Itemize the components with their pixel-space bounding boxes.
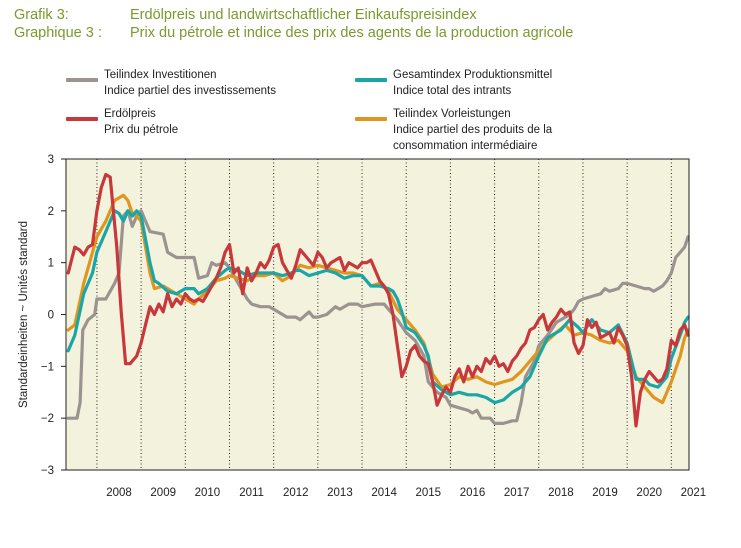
x-tick-label: 2018 [548,487,574,499]
chart-title-german-text: Erdölpreis und landwirtschaftlicher Eink… [130,7,477,23]
x-tick-label: 2011 [239,487,264,499]
x-tick-label: 2017 [504,487,530,499]
y-tick-label: −3 [41,465,54,477]
x-tick-label: 2016 [460,487,486,499]
legend-label-line2: Prix du pétrole [104,124,179,136]
x-tick-label: 2014 [371,487,397,499]
x-tick-label: 2010 [195,487,221,499]
x-tick-label: 2019 [592,487,618,499]
y-tick-label: 2 [48,206,54,218]
legend-item-erdoelpreis: Erdölpreis Prix du pétrole [66,106,336,140]
chart-title-french-text: Prix du pétrole et indice des prix des a… [130,25,574,41]
legend-swatch-red [66,117,98,121]
legend-label-line2: Indice partiel des produits de la [393,124,553,136]
plot-frame [65,158,690,471]
y-tick-label: −2 [41,413,54,425]
legend-swatch-orange [355,117,387,121]
y-tick-label: −1 [41,361,54,373]
plot-background [66,159,689,470]
x-tick-label: 2009 [150,487,176,499]
y-tick-label: 0 [48,310,54,322]
x-tick-label: 2015 [416,487,442,499]
legend-swatch-teal [355,78,387,82]
legend-label-line1: Teilindex Investitionen [104,69,217,81]
legend-label-line1: Erdölpreis [104,108,156,120]
legend-item-investitionen: Teilindex Investitionen Indice partiel d… [66,67,336,101]
y-tick-label: 3 [48,154,54,166]
x-tick-label: 2020 [636,487,662,499]
y-tick-label: 1 [48,258,54,270]
legend-swatch-gray [66,78,98,82]
x-tick-label: 2012 [283,487,309,499]
series-line-2 [66,172,690,428]
legend-item-vorleistungen: Teilindex Vorleistungen Indice partiel d… [355,106,655,156]
chart-number-french: Graphique 3 : [14,25,102,41]
y-axis-label: Standardeinheiten ~ Unités standard [18,221,30,408]
legend-item-gesamtindex: Gesamtindex Produktionsmittel Indice tot… [355,67,635,101]
legend-label-line3: consommation intermédiaire [393,140,538,152]
x-tick-label: 2021 [681,487,707,499]
legend-label-line1: Gesamtindex Produktionsmittel [393,69,553,81]
x-tick-label: 2008 [106,487,132,499]
legend-label-line2: Indice total des intrants [393,85,512,97]
legend-label-line1: Teilindex Vorleistungen [393,108,511,120]
series-line-0 [66,209,690,425]
x-tick-label: 2013 [327,487,353,499]
legend-label-line2: Indice partiel des investissements [104,85,276,97]
chart-number-german: Grafik 3: [14,7,69,23]
